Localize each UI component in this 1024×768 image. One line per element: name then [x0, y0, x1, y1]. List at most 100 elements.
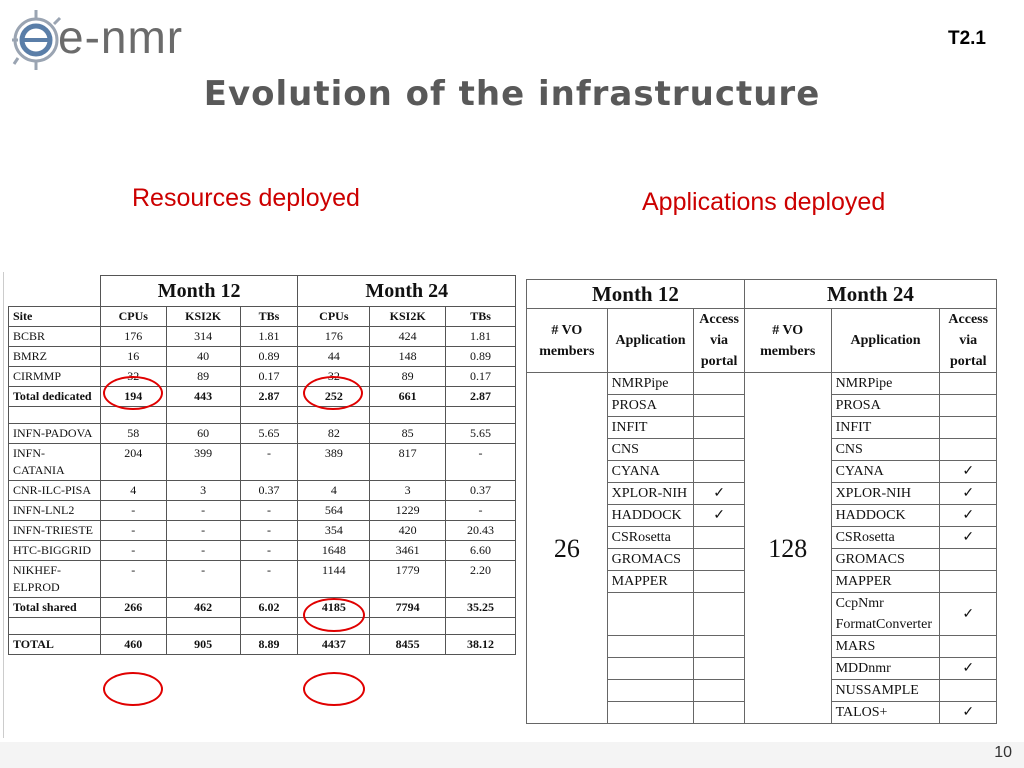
portal-check-cell — [939, 570, 997, 593]
application-cell: XPLOR-NIH — [606, 482, 695, 505]
value-cell: 4437 — [297, 634, 371, 655]
value-cell: - — [99, 500, 167, 521]
value-cell — [165, 406, 241, 424]
value-cell: 0.37 — [239, 480, 299, 501]
value-cell: 40 — [165, 346, 241, 367]
value-cell: - — [165, 500, 241, 521]
col-header: KSI2K — [165, 306, 241, 327]
site-cell: CNR-ILC-PISA — [8, 480, 101, 501]
portal-check-cell — [939, 635, 997, 658]
portal-check-cell: ✓ — [693, 482, 745, 505]
value-cell — [369, 617, 447, 635]
value-cell: 1.81 — [239, 326, 299, 347]
value-cell: 85 — [369, 423, 447, 444]
table-row: INFN-LNL2- - -564 1229- — [8, 500, 516, 521]
value-cell: 5.65 — [239, 423, 299, 444]
table-row: INFN-PADOVA 58 60 5.65 82 85 5.65 — [8, 423, 516, 444]
table-row: CNS CNS — [527, 438, 997, 461]
table-row: NUSSAMPLE — [527, 679, 997, 702]
application-cell: INFIT — [830, 416, 941, 439]
portal-check-cell — [693, 679, 745, 702]
application-cell: TALOS+ — [830, 701, 941, 724]
portal-check-cell — [939, 548, 997, 571]
value-cell: 2.87 — [445, 386, 516, 407]
portal-check-cell — [693, 394, 745, 417]
application-cell — [606, 701, 695, 724]
page-title: Evolution of the infrastructure — [203, 74, 821, 114]
value-cell: 0.17 — [239, 366, 299, 387]
application-cell — [606, 679, 695, 702]
portal-check-cell: ✓ — [693, 504, 745, 527]
value-cell: 6.02 — [239, 597, 299, 618]
value-cell: 4 — [297, 480, 371, 501]
col-header: Access via portal — [693, 308, 745, 373]
enmr-logo: e-nmr — [10, 4, 190, 70]
value-cell — [165, 617, 241, 635]
value-cell: - — [239, 520, 299, 541]
value-cell: 2.20 — [445, 560, 516, 598]
col-header: Application — [830, 308, 941, 373]
logo-text: e-nmr — [58, 11, 184, 63]
resources-table-panel: Month 12 Month 24 Site CPUs KSI2K TBs CP… — [3, 272, 516, 738]
portal-check-cell — [939, 372, 997, 395]
value-cell: 1229 — [369, 500, 447, 521]
value-cell: 661 — [369, 386, 447, 407]
highlight-circle — [103, 376, 163, 410]
value-cell: 8455 — [369, 634, 447, 655]
col-header: Application — [606, 308, 695, 373]
value-cell: 420 — [369, 520, 447, 541]
value-cell: 204 — [99, 443, 167, 481]
month12-header: Month 12 — [99, 275, 299, 307]
application-cell: CSRosetta — [830, 526, 941, 549]
col-header: # VO members — [743, 308, 832, 373]
resources-subtitle: Resources deployed — [132, 184, 360, 212]
table-row: HTC-BIGGRID - - -1648 3461 6.60 — [8, 540, 516, 561]
value-cell — [445, 617, 516, 635]
value-cell: 176 — [297, 326, 371, 347]
value-cell: 20.43 — [445, 520, 516, 541]
month24-header: Month 24 — [297, 275, 516, 307]
site-cell: INFN-PADOVA — [8, 423, 101, 444]
value-cell: - — [239, 443, 299, 481]
value-cell: 5.65 — [445, 423, 516, 444]
highlight-circle — [103, 672, 163, 706]
site-cell: Total shared — [8, 597, 101, 618]
value-cell: 44 — [297, 346, 371, 367]
value-cell: - — [445, 500, 516, 521]
application-cell: GROMACS — [606, 548, 695, 571]
value-cell: 266 — [99, 597, 167, 618]
resources-table: Month 12 Month 24 Site CPUs KSI2K TBs CP… — [8, 275, 516, 655]
value-cell: 389 — [297, 443, 371, 481]
applications-table: Month 12 Month 24 # VO members Applicati… — [526, 279, 998, 724]
vo-members-month12: 26 — [526, 372, 608, 724]
value-cell: 424 — [369, 326, 447, 347]
value-cell: 564 — [297, 500, 371, 521]
application-cell: CNS — [606, 438, 695, 461]
value-cell: 82 — [297, 423, 371, 444]
value-cell: 16 — [99, 346, 167, 367]
value-cell: 3 — [165, 480, 241, 501]
vo-members-month24: 128 — [743, 372, 832, 724]
table-row: 26 NMRPipe 128 NMRPipe — [526, 372, 997, 724]
portal-check-cell: ✓ — [939, 526, 997, 549]
table-row: BMRZ 16 40 0.89 44 148 0.89 — [8, 346, 516, 367]
value-cell — [369, 406, 447, 424]
applications-subtitle: Applications deployed — [642, 188, 886, 216]
table-row: TALOS+ ✓ — [527, 701, 997, 724]
portal-check-cell — [693, 438, 745, 461]
table-row: GROMACS GROMACS — [527, 548, 997, 571]
application-cell — [606, 635, 695, 658]
value-cell: 7794 — [369, 597, 447, 618]
site-cell: NIKHEF-ELPROD — [8, 560, 101, 598]
value-cell: - — [165, 520, 241, 541]
portal-check-cell — [939, 679, 997, 702]
value-cell: 58 — [99, 423, 167, 444]
portal-check-cell — [693, 635, 745, 658]
portal-check-cell — [939, 394, 997, 417]
application-cell: MAPPER — [606, 570, 695, 593]
table-row: XPLOR-NIH ✓ XPLOR-NIH ✓ — [527, 482, 997, 505]
page-number: 10 — [994, 744, 1012, 761]
application-cell: NUSSAMPLE — [830, 679, 941, 702]
value-cell: - — [239, 560, 299, 598]
value-cell: 1779 — [369, 560, 447, 598]
